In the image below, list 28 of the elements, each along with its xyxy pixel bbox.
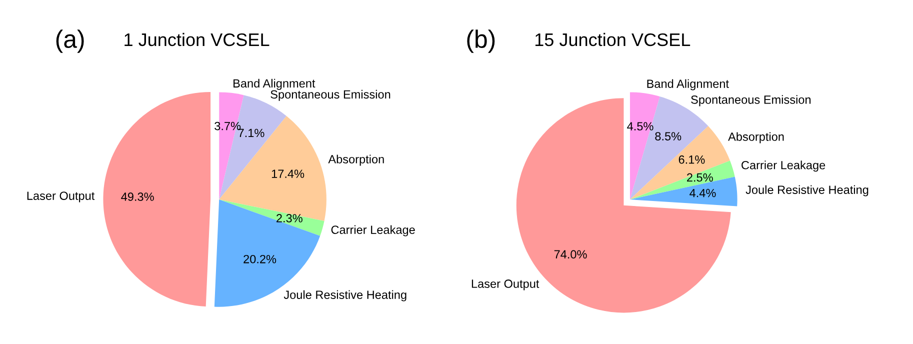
- slice-label: Spontaneous Emission: [270, 90, 390, 101]
- data-label: 3.7%: [214, 122, 241, 130]
- text: (b): [467, 30, 495, 53]
- slice-label: Spontaneous Emission: [691, 95, 811, 106]
- data-label: 7.1%: [238, 128, 264, 138]
- slice-label: Carrier Leakage: [742, 160, 826, 172]
- slice-label: Joule Resistive Heating: [284, 290, 406, 302]
- data-label: 8.5%: [655, 132, 682, 140]
- data-label: 4.4%: [690, 188, 716, 198]
- slice-label: Joule Resistive Heating: [746, 185, 868, 196]
- slice-label: Laser Output: [472, 280, 540, 290]
- data-label: 2.5%: [687, 173, 713, 182]
- data-label: 17.4%: [272, 170, 304, 178]
- slice-label: Carrier Leakage: [331, 225, 415, 236]
- slice-label: Absorption: [728, 132, 784, 144]
- data-label: 20.2%: [244, 254, 276, 264]
- data-label: 6.1%: [678, 155, 705, 164]
- slice-label: Band Alignment: [647, 79, 729, 90]
- chart-title: 1 Junction VCSEL: [124, 32, 270, 46]
- slice-label: Laser Output: [27, 192, 95, 202]
- text: (a): [56, 30, 84, 53]
- data-label: 49.3%: [121, 192, 154, 201]
- data-label: 74.0%: [554, 250, 587, 259]
- data-label: 2.3%: [276, 214, 302, 222]
- data-label: 4.5%: [627, 122, 654, 130]
- slice-label: Absorption: [328, 154, 384, 166]
- chart-title: 15 Junction VCSEL: [535, 32, 690, 46]
- slice-label: Band Alignment: [234, 78, 316, 90]
